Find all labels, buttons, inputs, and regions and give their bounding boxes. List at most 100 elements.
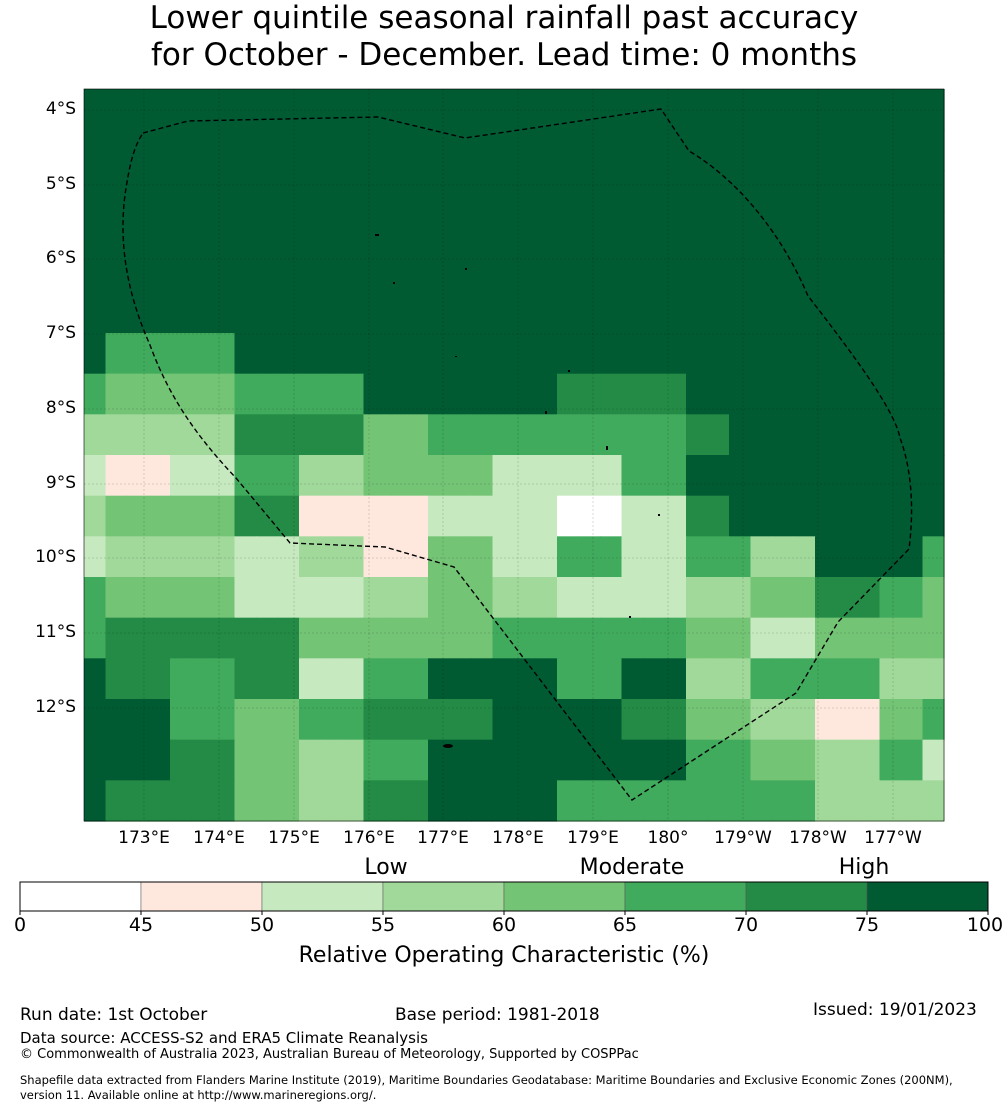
roc-cell xyxy=(772,333,795,375)
roc-cell xyxy=(148,251,171,293)
roc-cell xyxy=(514,292,537,334)
roc-cell xyxy=(922,414,945,456)
roc-cell xyxy=(922,251,945,293)
roc-cell xyxy=(815,739,838,781)
roc-cell xyxy=(213,495,236,537)
roc-cell xyxy=(492,658,515,700)
roc-cell xyxy=(471,170,494,212)
roc-cell xyxy=(320,129,343,171)
roc-cell xyxy=(621,251,644,293)
roc-cell xyxy=(406,333,429,375)
roc-cell xyxy=(901,739,924,781)
roc-cell xyxy=(621,333,644,375)
roc-cell xyxy=(170,373,193,415)
roc-cell xyxy=(299,129,322,171)
roc-cell xyxy=(643,129,666,171)
roc-cell xyxy=(299,617,322,659)
roc-cell xyxy=(514,333,537,375)
roc-cell xyxy=(277,577,300,619)
roc-cell xyxy=(836,780,859,822)
roc-cell xyxy=(514,699,537,741)
roc-cell xyxy=(535,536,558,578)
roc-cell xyxy=(170,170,193,212)
roc-cell xyxy=(729,536,752,578)
lat-label: 12°S xyxy=(35,697,76,717)
roc-cell xyxy=(643,170,666,212)
roc-cell xyxy=(449,495,472,537)
lat-label: 8°S xyxy=(45,398,76,418)
roc-cell xyxy=(664,89,687,131)
colorbar-segment xyxy=(503,881,626,912)
roc-cell xyxy=(535,333,558,375)
roc-cell xyxy=(578,89,601,131)
roc-cell xyxy=(471,129,494,171)
roc-cell xyxy=(600,170,623,212)
roc-cell xyxy=(105,414,128,456)
roc-cell xyxy=(148,536,171,578)
roc-cell xyxy=(578,536,601,578)
roc-cell xyxy=(578,658,601,700)
roc-cell xyxy=(514,495,537,537)
roc-cell xyxy=(84,373,107,415)
roc-cell xyxy=(815,414,838,456)
roc-cell xyxy=(600,699,623,741)
roc-cell xyxy=(772,780,795,822)
roc-cell xyxy=(234,170,257,212)
roc-cell xyxy=(879,333,902,375)
roc-cell xyxy=(643,251,666,293)
roc-cell xyxy=(234,251,257,293)
roc-cell xyxy=(428,780,451,822)
roc-cell xyxy=(557,333,580,375)
roc-cell xyxy=(234,739,257,781)
base-period: Base period: 1981-2018 xyxy=(395,1005,600,1025)
roc-cell xyxy=(191,129,214,171)
colorbar-segment xyxy=(382,881,505,912)
lon-label: 177°W xyxy=(864,828,922,848)
roc-cell xyxy=(815,536,838,578)
roc-cell xyxy=(535,211,558,253)
roc-cell xyxy=(922,739,945,781)
roc-cell xyxy=(557,739,580,781)
roc-cell xyxy=(535,89,558,131)
roc-cell xyxy=(793,333,816,375)
roc-cell xyxy=(643,536,666,578)
roc-cell xyxy=(385,617,408,659)
roc-cell xyxy=(320,617,343,659)
roc-cell xyxy=(449,455,472,497)
roc-cell xyxy=(127,89,150,131)
roc-cell xyxy=(578,211,601,253)
roc-cell xyxy=(772,292,795,334)
roc-cell xyxy=(191,170,214,212)
roc-cell xyxy=(922,211,945,253)
roc-cell xyxy=(385,455,408,497)
roc-cell xyxy=(492,170,515,212)
roc-cell xyxy=(170,658,193,700)
roc-cell xyxy=(428,617,451,659)
roc-cell xyxy=(535,170,558,212)
roc-cell xyxy=(449,89,472,131)
roc-cell xyxy=(299,333,322,375)
roc-cell xyxy=(385,170,408,212)
roc-cell xyxy=(148,780,171,822)
roc-cell xyxy=(299,89,322,131)
roc-cell xyxy=(879,211,902,253)
roc-cell xyxy=(729,739,752,781)
roc-cell xyxy=(191,373,214,415)
roc-cell xyxy=(729,129,752,171)
roc-cell xyxy=(621,414,644,456)
roc-cell xyxy=(793,536,816,578)
roc-cell xyxy=(213,617,236,659)
roc-cell xyxy=(492,536,515,578)
roc-cell xyxy=(772,129,795,171)
roc-cell xyxy=(729,780,752,822)
roc-cell xyxy=(707,129,730,171)
roc-cell xyxy=(858,414,881,456)
roc-cell xyxy=(320,170,343,212)
data-source: Data source: ACCESS-S2 and ERA5 Climate … xyxy=(20,1029,428,1047)
roc-cell xyxy=(213,455,236,497)
roc-cell xyxy=(363,373,386,415)
roc-cell xyxy=(428,495,451,537)
roc-cell xyxy=(600,292,623,334)
roc-cell xyxy=(277,129,300,171)
roc-cell xyxy=(320,780,343,822)
